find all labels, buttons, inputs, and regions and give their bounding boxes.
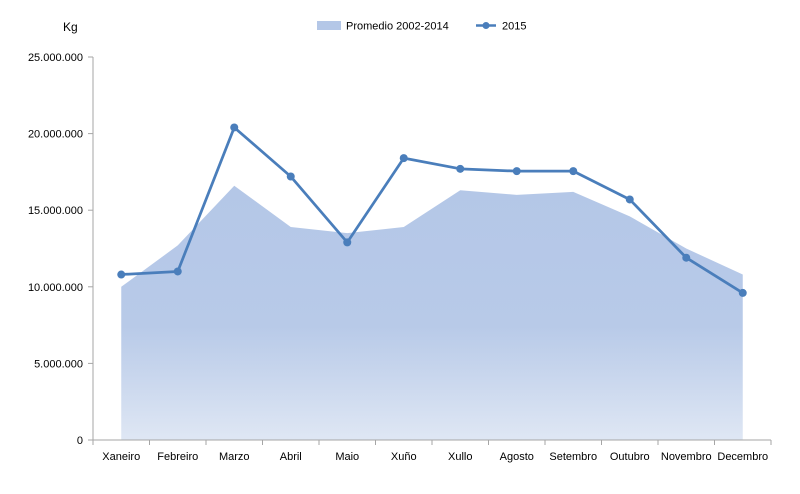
legend: Promedio 2002-2014 2015 (317, 21, 526, 33)
line-point-2015 (173, 267, 182, 276)
line-point-2015 (117, 270, 126, 279)
x-tick-label: Agosto (500, 451, 534, 463)
line-point-2015 (230, 123, 239, 132)
line-point-2015 (512, 167, 521, 176)
area-fill-average (121, 185, 743, 440)
x-tick-label: Outubro (610, 451, 650, 463)
line-point-2015 (399, 154, 408, 163)
axes (88, 56, 772, 445)
x-tick-label: Setembro (549, 451, 597, 463)
x-tick-label: Maio (335, 451, 359, 463)
y-tick-label: 0 (77, 435, 83, 447)
x-tick-label: Xullo (448, 451, 472, 463)
legend-swatch-marker (482, 22, 490, 29)
line-point-2015 (625, 195, 634, 204)
legend-swatch-area (317, 21, 341, 30)
x-axis-ticks: Xaneiro Febreiro Marzo Abril Maio Xuño Xullo Ag… (102, 451, 768, 463)
line-point-2015 (682, 253, 691, 262)
y-tick-label: 5.000.000 (34, 358, 83, 370)
y-tick-label: 10.000.000 (28, 282, 83, 294)
y-tick-label: 25.000.000 (28, 52, 83, 64)
y-tick-label: 15.000.000 (28, 205, 83, 217)
x-tick-label: Xuño (391, 451, 417, 463)
line-path-2015 (121, 126, 744, 295)
legend-label-average: Promedio 2002-2014 (346, 21, 449, 33)
line-point-2015 (456, 164, 465, 173)
y-axis-unit-label: Kg (63, 20, 78, 34)
legend-label-2015: 2015 (502, 21, 526, 33)
line-point-2015 (343, 238, 352, 247)
y-axis-ticks: 0 5.000.000 10.000.000 15.000.000 20.000.000… (28, 52, 83, 447)
line-series-2015 (117, 123, 747, 297)
area-series-average (121, 185, 743, 440)
x-tick-label: Marzo (219, 451, 250, 463)
x-tick-label: Novembro (661, 451, 712, 463)
y-tick-label: 20.000.000 (28, 129, 83, 141)
x-tick-label: Decembro (717, 451, 768, 463)
x-tick-label: Abril (280, 451, 302, 463)
x-tick-label: Xaneiro (102, 451, 140, 463)
line-point-2015 (286, 172, 295, 181)
x-tick-label: Febreiro (157, 451, 198, 463)
line-point-2015 (569, 167, 578, 176)
line-point-2015 (738, 288, 747, 297)
